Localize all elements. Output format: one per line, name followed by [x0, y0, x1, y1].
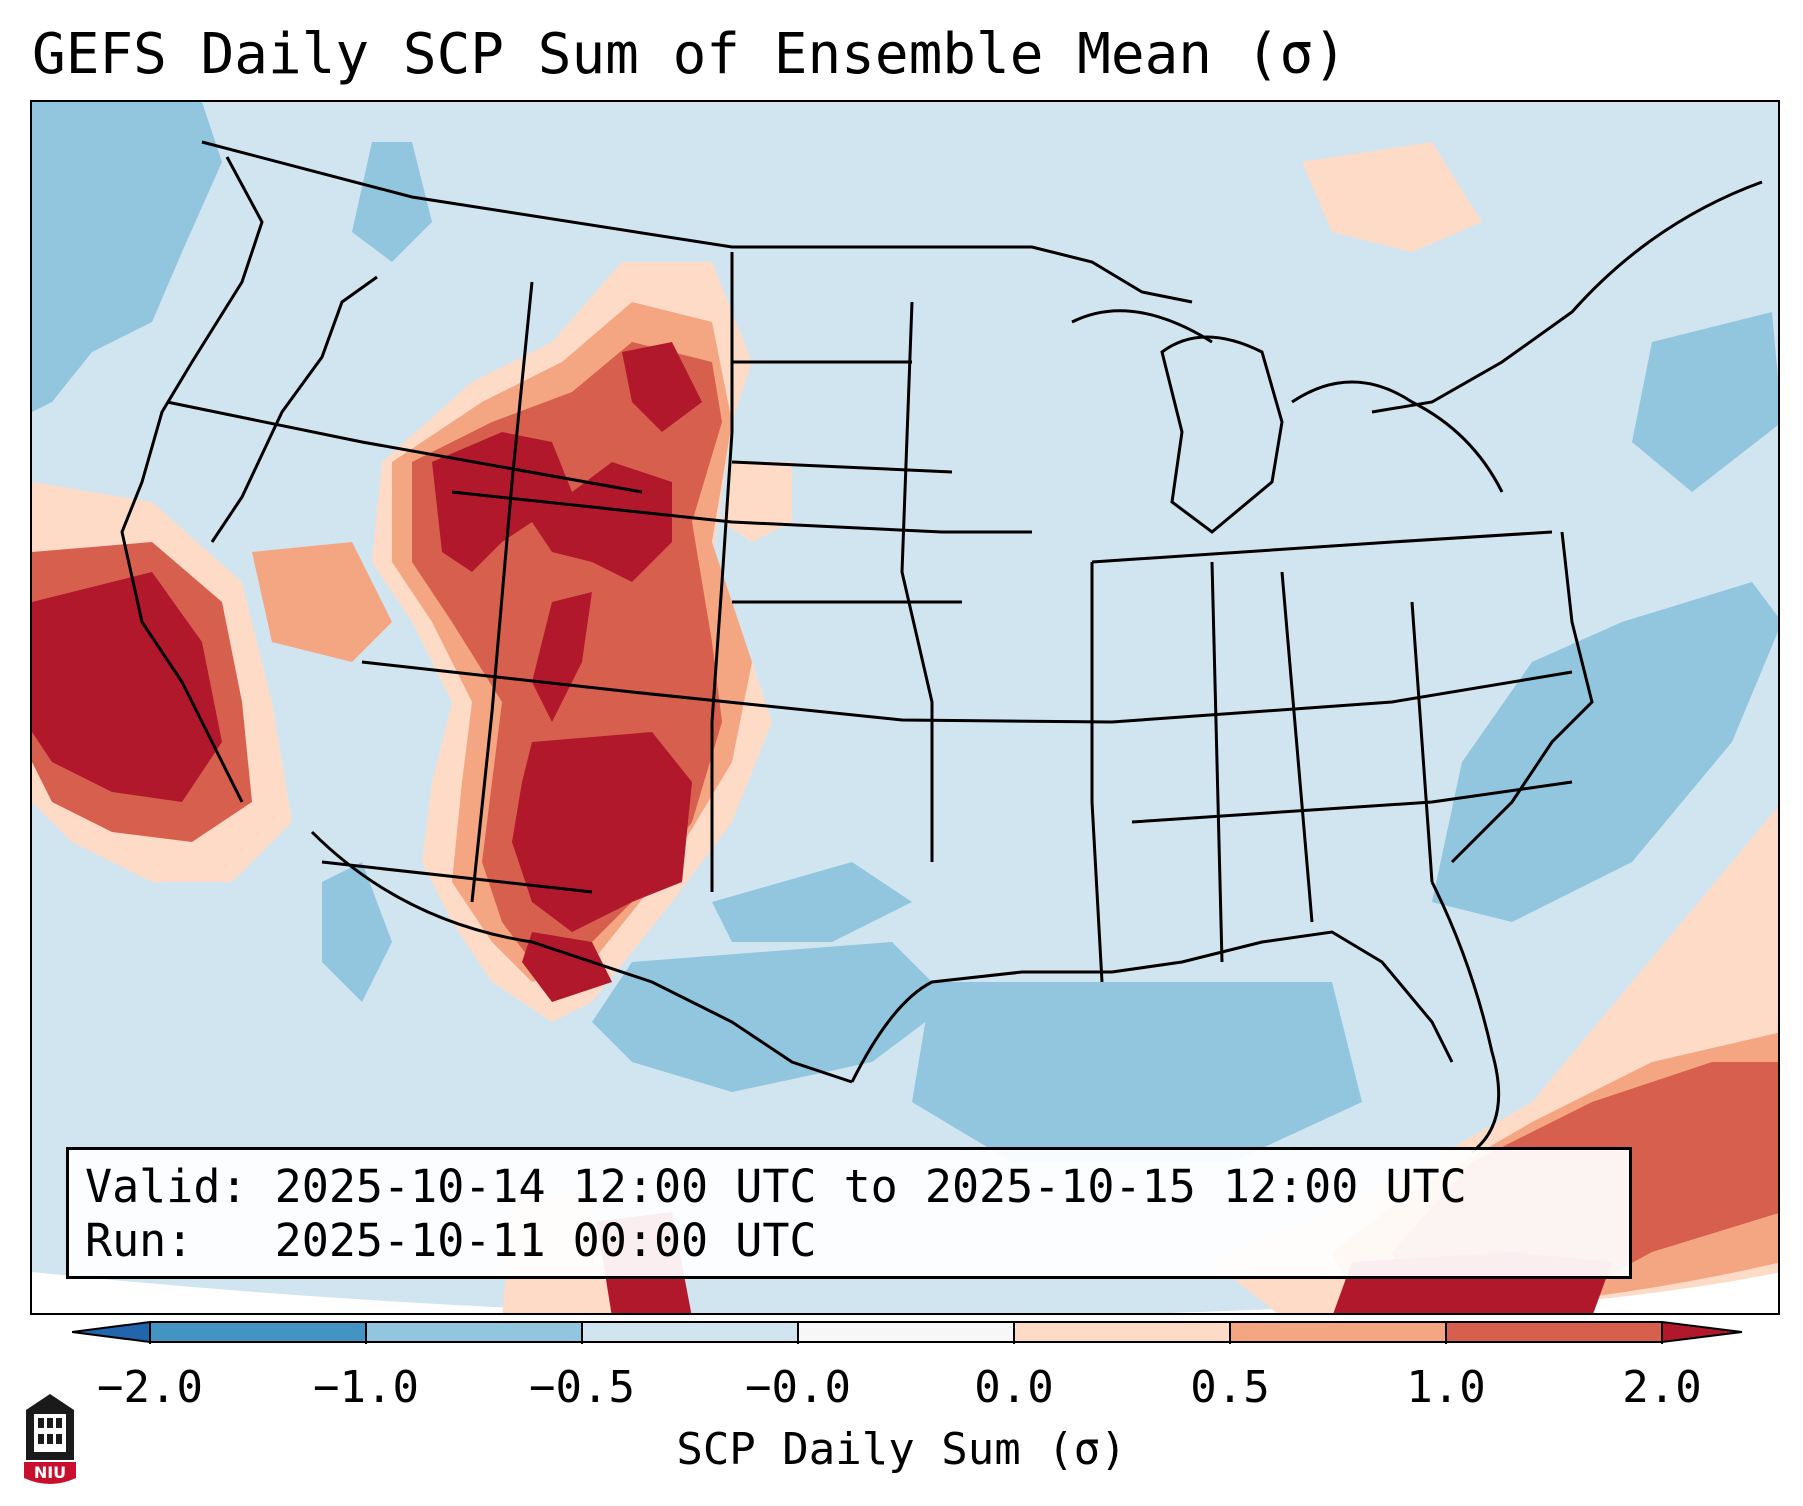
colorbar — [72, 1321, 1742, 1344]
field-new-mexico-hot — [512, 732, 692, 932]
field-wyoming-hot — [432, 432, 672, 582]
field-utah-hot — [532, 592, 592, 722]
valid-run-infobox: Valid: 2025-10-14 12:00 UTC to 2025-10-1… — [66, 1147, 1632, 1279]
colorbar-tick-label: −2.0 — [97, 1362, 203, 1413]
field-idaho-blue — [352, 142, 432, 262]
colorbar-segment-05-1 — [1230, 1322, 1446, 1342]
field-south-texas — [592, 942, 952, 1092]
36-lat-line — [361, 660, 1573, 724]
idaho-west-line — [210, 275, 378, 543]
projection-edge — [32, 1272, 1778, 1313]
colorbar-tick-label: 0.0 — [974, 1362, 1054, 1413]
field-atlantic-ne — [1632, 312, 1778, 492]
colorbar-under-arrow — [72, 1322, 150, 1342]
canada-border-line — [201, 140, 1193, 304]
west-coast-line — [120, 156, 264, 803]
valid-label: Valid: — [85, 1160, 248, 1213]
east-lat-lines — [1091, 530, 1573, 824]
plains-lat-lines — [731, 360, 962, 604]
or-id-wy-line — [166, 400, 643, 494]
colorbar-segment-neg2-neg1 — [150, 1322, 366, 1342]
field-montana-hot — [622, 342, 702, 432]
gulf-coast-line — [850, 930, 1454, 1083]
field-gulf-of-mexico — [912, 982, 1362, 1162]
wy-co-nm-west-line — [470, 281, 534, 903]
colorbar-segment-1-2 — [1446, 1322, 1662, 1342]
chart-title: GEFS Daily SCP Sum of Ensemble Mean (σ) — [32, 22, 1347, 87]
mexico-border-line — [310, 830, 853, 1084]
field-chihuahua-hot — [522, 932, 612, 1002]
colorbar-segment-neg05-0 — [582, 1322, 798, 1342]
colorbar-tick-marks — [149, 1322, 1663, 1344]
colorbar-tick-label: −0.0 — [745, 1362, 851, 1413]
field-texas-blue — [712, 862, 912, 942]
run-label: Run: — [85, 1214, 194, 1267]
valid-row: Valid: 2025-10-14 12:00 UTC to 2025-10-1… — [85, 1160, 1613, 1214]
wy-ne-south-line — [451, 490, 1032, 534]
colorbar-tick-label: −1.0 — [313, 1362, 419, 1413]
niu-logo-icon: NIU — [24, 1394, 76, 1484]
lake-michigan-line — [1160, 335, 1284, 534]
colorbar-tick-label: −0.5 — [529, 1362, 635, 1413]
colorbar-label: SCP Daily Sum (σ) — [676, 1424, 1127, 1475]
field-california-hot — [32, 572, 222, 802]
atlantic-coast-line — [1450, 531, 1594, 864]
field-background — [32, 102, 1778, 1313]
field-quebec-warm — [1302, 142, 1482, 252]
colorbar-segment-neg1-neg05 — [366, 1322, 582, 1342]
wy-co-nm-east-line — [710, 252, 734, 892]
east-canada-line — [1371, 180, 1763, 414]
field-baja-blue — [322, 862, 392, 1002]
colorbar-tick-label: 0.5 — [1190, 1362, 1270, 1413]
florida-line — [1430, 881, 1501, 1154]
colorbar-tick-label: 1.0 — [1406, 1362, 1486, 1413]
valid-value: 2025-10-14 12:00 UTC to 2025-10-15 12:00… — [274, 1160, 1467, 1213]
geo-boundaries — [120, 140, 1763, 1154]
great-lakes-line — [1071, 309, 1504, 493]
colorbar-tick-label: 2.0 — [1622, 1362, 1702, 1413]
colorbar-segment-0-05 — [1014, 1322, 1230, 1342]
field-nevada-mid — [252, 542, 392, 662]
svg-text:NIU: NIU — [34, 1463, 66, 1482]
field-atlantic-se — [1432, 582, 1778, 922]
colorbar-over-arrow — [1662, 1322, 1742, 1342]
map-canvas — [32, 102, 1778, 1313]
field-pacific-nw — [32, 102, 222, 412]
map-panel — [30, 100, 1780, 1315]
run-row: Run: 2025-10-11 00:00 UTC — [85, 1214, 1613, 1268]
run-value: 2025-10-11 00:00 UTC — [274, 1214, 817, 1267]
midwest-south-lines — [1090, 561, 1434, 983]
colorbar-segment-zero — [798, 1322, 1014, 1342]
dakota-ks-east-line — [900, 301, 934, 862]
